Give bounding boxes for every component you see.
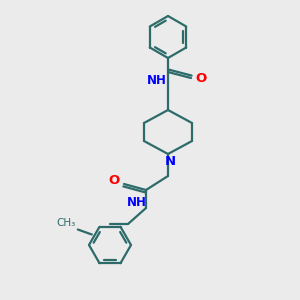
Text: N: N bbox=[164, 155, 175, 168]
Text: CH₃: CH₃ bbox=[57, 218, 76, 227]
Text: O: O bbox=[109, 175, 120, 188]
Text: O: O bbox=[195, 71, 206, 85]
Text: NH: NH bbox=[147, 74, 167, 88]
Text: NH: NH bbox=[127, 196, 147, 209]
